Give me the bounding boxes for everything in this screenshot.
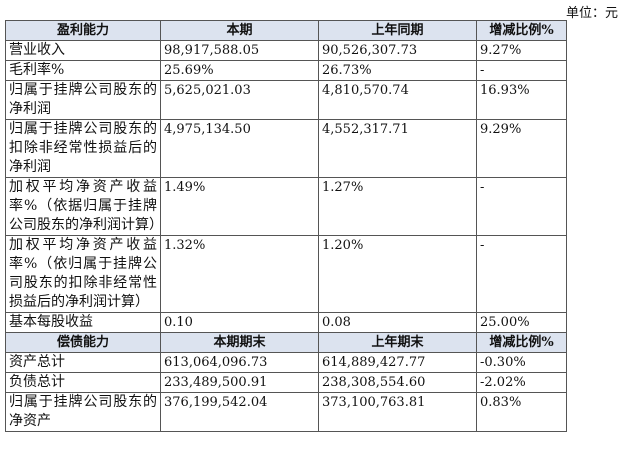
data-row: 基本每股收益 0.10 0.08 25.00% xyxy=(5,312,567,333)
value-cell: - xyxy=(476,235,567,313)
value-cell: - xyxy=(476,60,567,81)
row-label: 毛利率% xyxy=(5,60,161,81)
value-cell: 1.27% xyxy=(318,177,477,236)
row-label: 归属于挂牌公司股东的扣除非经常性损益后的净利润 xyxy=(5,119,161,178)
value-cell: 0.83% xyxy=(476,392,567,432)
data-row: 营业收入 98,917,588.05 90,526,307.73 9.27% xyxy=(5,40,567,61)
value-cell: 373,100,763.81 xyxy=(318,392,477,432)
value-cell: 1.20% xyxy=(318,235,477,313)
value-cell: 238,308,554.60 xyxy=(318,372,477,393)
header-cell: 本期期末 xyxy=(160,332,319,353)
value-cell: 16.93% xyxy=(476,80,567,120)
header-row: 盈利能力 本期 上年同期 增减比例% xyxy=(5,20,567,41)
header-cell: 增减比例% xyxy=(476,332,567,353)
value-cell: 1.32% xyxy=(160,235,319,313)
value-cell: 98,917,588.05 xyxy=(160,40,319,61)
value-cell: -0.30% xyxy=(476,352,567,373)
value-cell: 25.69% xyxy=(160,60,319,81)
header-cell: 偿债能力 xyxy=(5,332,161,353)
header-cell: 本期 xyxy=(160,20,319,41)
data-row: 归属于挂牌公司股东的扣除非经常性损益后的净利润 4,975,134.50 4,552… xyxy=(5,119,567,178)
unit-label: 单位：元 xyxy=(566,6,619,21)
row-label: 资产总计 xyxy=(5,352,161,373)
value-cell: 613,064,096.73 xyxy=(160,352,319,373)
row-label: 归属于挂牌公司股东的净资产 xyxy=(5,392,161,432)
data-row: 毛利率% 25.69% 26.73% - xyxy=(5,60,567,81)
value-cell: 0.08 xyxy=(318,312,477,333)
row-label: 基本每股收益 xyxy=(5,312,161,333)
table-body: 盈利能力 本期 上年同期 增减比例% 营业收入 98,917,588.05 90,526,3… xyxy=(5,20,567,432)
header-cell: 盈利能力 xyxy=(5,20,161,41)
header-cell: 上年同期 xyxy=(318,20,477,41)
data-row: 归属于挂牌公司股东的净利润 5,625,021.03 4,810,570.74 16.… xyxy=(5,80,567,120)
value-cell: 25.00% xyxy=(476,312,567,333)
data-row: 负债总计 233,489,500.91 238,308,554.60 -2.02% xyxy=(5,372,567,393)
value-cell: - xyxy=(476,177,567,236)
value-cell: 614,889,427.77 xyxy=(318,352,477,373)
header-cell: 增减比例% xyxy=(476,20,567,41)
value-cell: 1.49% xyxy=(160,177,319,236)
header-cell: 上年期末 xyxy=(318,332,477,353)
data-row: 归属于挂牌公司股东的净资产 376,199,542.04 373,100,763.8… xyxy=(5,392,567,432)
row-label: 加权平均净资产收益率%（依归属于挂牌公司股东的扣除非经常性损益后的净利润计算） xyxy=(5,235,161,313)
value-cell: 4,810,570.74 xyxy=(318,80,477,120)
header-row: 偿债能力 本期期末 上年期末 增减比例% xyxy=(5,332,567,353)
data-row: 加权平均净资产收益率%（依据归属于挂牌公司股东的净利润计算） 1.49% 1.27%… xyxy=(5,177,567,236)
value-cell: 4,975,134.50 xyxy=(160,119,319,178)
row-label: 营业收入 xyxy=(5,40,161,61)
value-cell: 0.10 xyxy=(160,312,319,333)
value-cell: 5,625,021.03 xyxy=(160,80,319,120)
value-cell: -2.02% xyxy=(476,372,567,393)
value-cell: 4,552,317.71 xyxy=(318,119,477,178)
value-cell: 376,199,542.04 xyxy=(160,392,319,432)
row-label: 归属于挂牌公司股东的净利润 xyxy=(5,80,161,120)
data-row: 加权平均净资产收益率%（依归属于挂牌公司股东的扣除非经常性损益后的净利润计算） 1… xyxy=(5,235,567,313)
value-cell: 9.29% xyxy=(476,119,567,178)
row-label: 负债总计 xyxy=(5,372,161,393)
row-label: 加权平均净资产收益率%（依据归属于挂牌公司股东的净利润计算） xyxy=(5,177,163,236)
value-cell: 90,526,307.73 xyxy=(318,40,477,61)
financial-table: 盈利能力 本期 上年同期 增减比例% 营业收入 98,917,588.05 90,526,3… xyxy=(5,20,567,432)
value-cell: 26.73% xyxy=(318,60,477,81)
data-row: 资产总计 613,064,096.73 614,889,427.77 -0.30% xyxy=(5,352,567,373)
value-cell: 233,489,500.91 xyxy=(160,372,319,393)
value-cell: 9.27% xyxy=(476,40,567,61)
